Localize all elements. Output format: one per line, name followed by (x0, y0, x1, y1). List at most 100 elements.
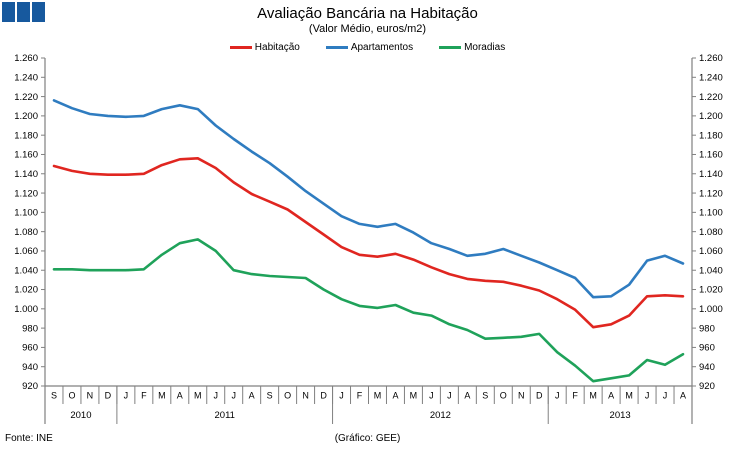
svg-text:1.020: 1.020 (699, 285, 723, 296)
series-Apartamentos (52, 99, 685, 299)
logo-square (2, 2, 15, 22)
svg-text:J: J (339, 391, 344, 401)
legend-item-apartamentos: Apartamentos (325, 42, 414, 53)
series-Habitação (52, 157, 685, 329)
svg-text:1.000: 1.000 (699, 304, 723, 315)
svg-text:A: A (392, 391, 398, 401)
svg-text:N: N (518, 391, 525, 401)
svg-text:O: O (284, 391, 291, 401)
svg-text:S: S (482, 391, 488, 401)
svg-text:1.180: 1.180 (14, 130, 38, 141)
credit-note: (Gráfico: GEE) (334, 433, 401, 444)
svg-text:1.260: 1.260 (699, 53, 723, 64)
svg-text:1.080: 1.080 (14, 227, 38, 238)
chart-subtitle: (Valor Médio, euros/m2) (308, 23, 427, 35)
svg-text:A: A (249, 391, 255, 401)
svg-text:960: 960 (22, 343, 38, 354)
svg-text:2013: 2013 (610, 410, 631, 421)
svg-text:D: D (536, 391, 543, 401)
svg-text:J: J (555, 391, 560, 401)
y-axis-ticks: 920 920 940 940 960 960 980 980 1.000 1.000 1.020 1… (14, 53, 723, 392)
svg-text:A: A (680, 391, 686, 401)
chart-title: Avaliação Bancária na Habitação (257, 5, 478, 22)
svg-text:J: J (663, 391, 668, 401)
svg-text:M: M (194, 391, 202, 401)
legend-line-swatch (325, 46, 348, 49)
chart-legend: Habitação Apartamentos Moradias (0, 42, 735, 53)
logo-square (32, 2, 45, 22)
svg-text:920: 920 (22, 381, 38, 392)
svg-text:1.140: 1.140 (14, 169, 38, 180)
svg-text:1.060: 1.060 (14, 246, 38, 257)
svg-text:J: J (429, 391, 434, 401)
svg-text:D: D (105, 391, 112, 401)
svg-text:M: M (589, 391, 597, 401)
svg-text:S: S (51, 391, 57, 401)
svg-text:1.060: 1.060 (699, 246, 723, 257)
svg-text:1.140: 1.140 (699, 169, 723, 180)
svg-text:2012: 2012 (430, 410, 451, 421)
svg-text:2011: 2011 (215, 410, 235, 421)
svg-text:A: A (608, 391, 614, 401)
svg-text:D: D (320, 391, 327, 401)
legend-item-moradias: Moradias (439, 42, 505, 53)
svg-text:F: F (572, 391, 578, 401)
svg-text:980: 980 (699, 323, 715, 334)
svg-text:M: M (374, 391, 382, 401)
logo-square (17, 2, 30, 22)
svg-text:1.260: 1.260 (14, 53, 38, 64)
svg-text:1.040: 1.040 (14, 265, 38, 276)
svg-text:940: 940 (22, 362, 38, 373)
svg-text:A: A (464, 391, 470, 401)
axis-lines (44, 58, 693, 424)
svg-text:M: M (410, 391, 418, 401)
svg-text:S: S (267, 391, 273, 401)
svg-text:1.080: 1.080 (699, 227, 723, 238)
svg-text:M: M (625, 391, 633, 401)
svg-text:1.000: 1.000 (14, 304, 38, 315)
x-axis-year-band: 2010 2011 2012 2013 (44, 386, 693, 424)
svg-text:1.100: 1.100 (699, 208, 723, 219)
svg-text:960: 960 (699, 343, 715, 354)
svg-text:1.200: 1.200 (699, 111, 723, 122)
svg-text:1.240: 1.240 (699, 72, 723, 83)
svg-text:1.220: 1.220 (14, 92, 38, 103)
svg-text:1.240: 1.240 (14, 72, 38, 83)
svg-text:O: O (500, 391, 507, 401)
svg-text:2010: 2010 (70, 410, 91, 421)
svg-text:J: J (231, 391, 236, 401)
svg-text:A: A (177, 391, 183, 401)
svg-text:980: 980 (22, 323, 38, 334)
svg-text:J: J (124, 391, 129, 401)
svg-text:1.160: 1.160 (699, 150, 723, 161)
svg-text:N: N (302, 391, 309, 401)
svg-text:1.180: 1.180 (699, 130, 723, 141)
legend-item-habitacao: Habitação (229, 42, 300, 53)
legend-line-swatch (229, 46, 252, 49)
legend-label: Apartamentos (350, 42, 414, 53)
svg-text:J: J (645, 391, 650, 401)
svg-text:920: 920 (699, 381, 715, 392)
svg-text:1.220: 1.220 (699, 92, 723, 103)
legend-label: Habitação (254, 42, 300, 53)
svg-text:1.120: 1.120 (14, 188, 38, 199)
legend-line-swatch (439, 46, 462, 49)
svg-text:1.200: 1.200 (14, 111, 38, 122)
svg-text:F: F (357, 391, 363, 401)
svg-text:1.020: 1.020 (14, 285, 38, 296)
svg-text:M: M (158, 391, 166, 401)
legend-label: Moradias (464, 42, 506, 53)
source-note: Fonte: INE (5, 433, 53, 444)
svg-text:J: J (447, 391, 452, 401)
series-Moradias (52, 238, 685, 383)
svg-text:1.100: 1.100 (14, 208, 38, 219)
svg-text:O: O (68, 391, 75, 401)
svg-text:F: F (141, 391, 147, 401)
svg-text:1.160: 1.160 (14, 150, 38, 161)
svg-text:1.040: 1.040 (699, 265, 723, 276)
svg-text:J: J (213, 391, 218, 401)
gee-logo (2, 2, 45, 22)
svg-text:N: N (87, 391, 94, 401)
